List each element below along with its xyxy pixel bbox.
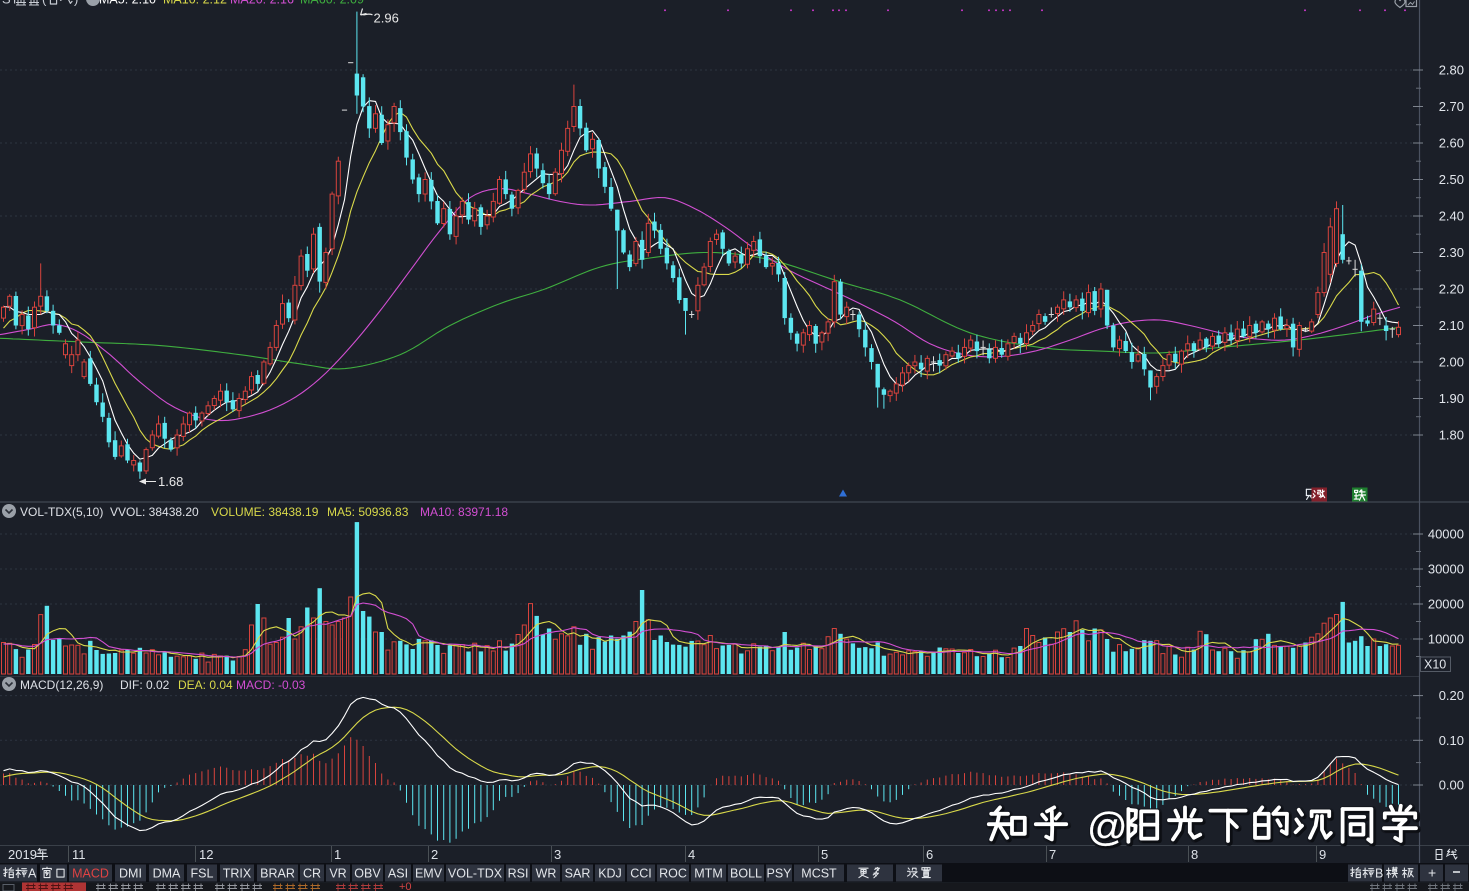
svg-text:@: @ bbox=[1087, 806, 1128, 850]
svg-text:+: + bbox=[1428, 865, 1436, 881]
svg-text:12: 12 bbox=[199, 847, 213, 862]
svg-text:KDJ: KDJ bbox=[598, 867, 622, 881]
svg-text:DMI: DMI bbox=[119, 867, 142, 881]
svg-text:MA60: 2.09: MA60: 2.09 bbox=[300, 0, 364, 7]
svg-text:1: 1 bbox=[334, 847, 341, 862]
svg-text:X10: X10 bbox=[1424, 658, 1446, 672]
svg-text:2.80: 2.80 bbox=[1439, 63, 1464, 78]
svg-text:MA10: 83971.18: MA10: 83971.18 bbox=[420, 505, 508, 519]
svg-text:MA10: 2.12: MA10: 2.12 bbox=[163, 0, 227, 7]
svg-text:MA5: 50936.83: MA5: 50936.83 bbox=[327, 505, 409, 519]
svg-text:11: 11 bbox=[72, 847, 86, 862]
svg-text:40000: 40000 bbox=[1428, 527, 1464, 542]
svg-text:2.10: 2.10 bbox=[1439, 318, 1464, 333]
svg-text:2019: 2019 bbox=[8, 847, 37, 862]
svg-text:9: 9 bbox=[1319, 847, 1326, 862]
svg-text:0.00: 0.00 bbox=[1439, 778, 1464, 793]
svg-text:2.30: 2.30 bbox=[1439, 245, 1464, 260]
svg-text:VR: VR bbox=[329, 867, 346, 881]
svg-text:ROC: ROC bbox=[659, 867, 687, 881]
svg-text:B: B bbox=[1375, 867, 1383, 881]
svg-text:0.10: 0.10 bbox=[1439, 733, 1464, 748]
svg-text:1.90: 1.90 bbox=[1439, 391, 1464, 406]
svg-text:VOL-TDX: VOL-TDX bbox=[448, 867, 503, 881]
svg-text:TRIX: TRIX bbox=[223, 867, 252, 881]
svg-text:FSL: FSL bbox=[191, 867, 214, 881]
svg-text:8: 8 bbox=[1191, 847, 1198, 862]
svg-text:BRAR: BRAR bbox=[260, 867, 295, 881]
svg-text:MACD(12,26,9): MACD(12,26,9) bbox=[20, 678, 103, 692]
svg-text:ST: ST bbox=[2, 0, 19, 7]
svg-text:1.68: 1.68 bbox=[158, 474, 183, 489]
svg-text:7: 7 bbox=[1049, 847, 1056, 862]
svg-text:MACD: MACD bbox=[72, 867, 109, 881]
svg-text:2: 2 bbox=[431, 847, 438, 862]
svg-text:VOL-TDX(5,10): VOL-TDX(5,10) bbox=[20, 505, 103, 519]
svg-text:WR: WR bbox=[536, 867, 557, 881]
svg-text:@: @ bbox=[1088, 807, 1129, 851]
svg-text:5: 5 bbox=[821, 847, 828, 862]
svg-text:MCST: MCST bbox=[801, 867, 837, 881]
svg-text:2.40: 2.40 bbox=[1439, 209, 1464, 224]
svg-text:2.60: 2.60 bbox=[1439, 136, 1464, 151]
svg-text:): ) bbox=[74, 0, 78, 7]
svg-text:3: 3 bbox=[554, 847, 561, 862]
svg-text:DEA: 0.04: DEA: 0.04 bbox=[178, 678, 233, 692]
svg-text:2.20: 2.20 bbox=[1439, 282, 1464, 297]
svg-text:(: ( bbox=[42, 0, 47, 7]
svg-text:MACD: -0.03: MACD: -0.03 bbox=[236, 678, 306, 692]
svg-text:ASI: ASI bbox=[388, 867, 408, 881]
svg-text:10000: 10000 bbox=[1428, 632, 1464, 647]
svg-text:CR: CR bbox=[303, 867, 321, 881]
svg-text:CCI: CCI bbox=[630, 867, 652, 881]
svg-text:VOLUME: 38438.19: VOLUME: 38438.19 bbox=[211, 505, 319, 519]
svg-text:VVOL: 38438.20: VVOL: 38438.20 bbox=[110, 505, 199, 519]
svg-text:OBV: OBV bbox=[354, 867, 381, 881]
svg-text:DIF: 0.02: DIF: 0.02 bbox=[120, 678, 170, 692]
svg-text:4: 4 bbox=[688, 847, 695, 862]
svg-text:0.20: 0.20 bbox=[1439, 688, 1464, 703]
svg-text:EMV: EMV bbox=[415, 867, 443, 881]
svg-text:PSY: PSY bbox=[766, 867, 792, 881]
svg-text:1.80: 1.80 bbox=[1439, 428, 1464, 443]
svg-text:20000: 20000 bbox=[1428, 597, 1464, 612]
svg-text:+0: +0 bbox=[399, 881, 412, 891]
svg-text:DMA: DMA bbox=[153, 867, 181, 881]
svg-text:SAR: SAR bbox=[565, 867, 591, 881]
svg-text:RSI: RSI bbox=[508, 867, 529, 881]
svg-text:A: A bbox=[28, 867, 37, 881]
svg-text:@: @ bbox=[1089, 808, 1130, 852]
svg-text:6: 6 bbox=[926, 847, 933, 862]
svg-text:30000: 30000 bbox=[1428, 562, 1464, 577]
svg-text:2.00: 2.00 bbox=[1439, 355, 1464, 370]
svg-text:MTM: MTM bbox=[694, 867, 722, 881]
svg-text:MA5: 2.10: MA5: 2.10 bbox=[99, 0, 156, 7]
svg-text:2.96: 2.96 bbox=[374, 11, 399, 26]
svg-text:BOLL: BOLL bbox=[730, 867, 762, 881]
svg-text:2.50: 2.50 bbox=[1439, 172, 1464, 187]
svg-text:MA20: 2.16: MA20: 2.16 bbox=[230, 0, 294, 7]
svg-text:2.70: 2.70 bbox=[1439, 99, 1464, 114]
